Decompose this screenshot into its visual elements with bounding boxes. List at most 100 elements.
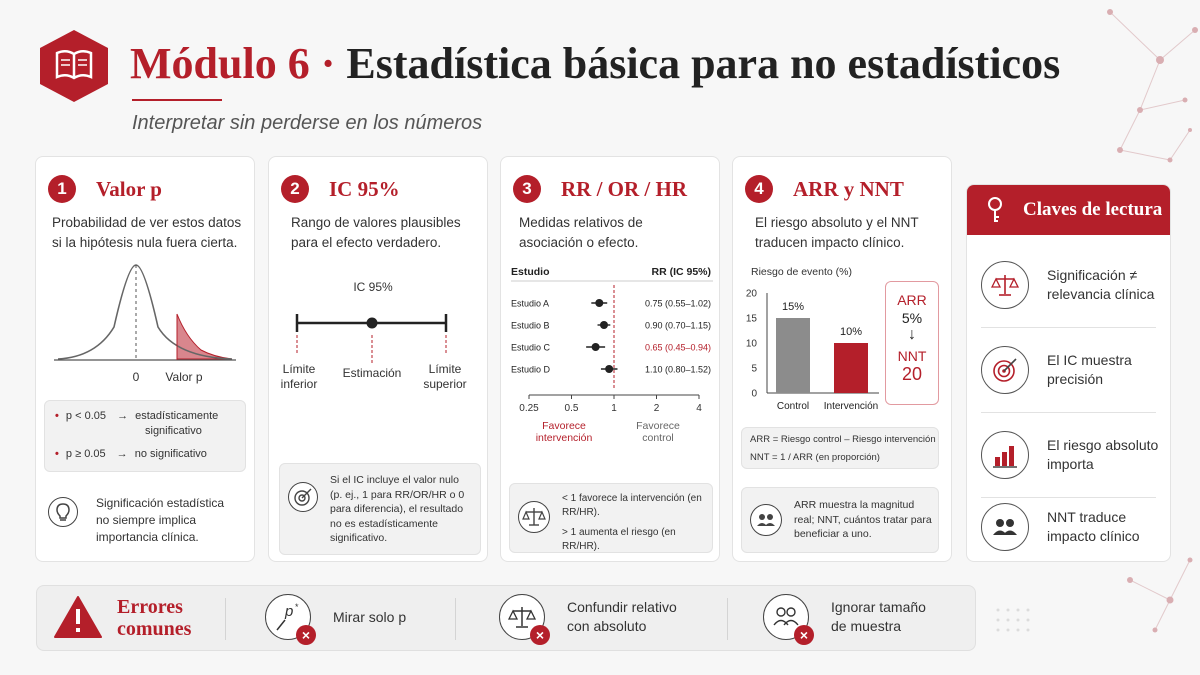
rule-arrow: → (117, 410, 129, 422)
rule-result: no significativo (134, 448, 207, 460)
category-label: Intervención (824, 401, 878, 412)
lower-label: Límite (283, 362, 316, 376)
error-text: Mirar solo p (333, 608, 407, 625)
arr-nnt-box: ARR 5% ↓ NNT 20 (885, 281, 939, 405)
arr-label: ARR (897, 292, 927, 308)
clave-item: El IC muestra precisión (967, 328, 1170, 412)
card-arr-nnt: 4 ARR y NNT El riesgo absoluto y el NNT … (732, 156, 952, 562)
arr-note-box: ARR muestra la magnitud real; NNT, cuánt… (741, 487, 939, 553)
y-tick-label: 20 (746, 289, 758, 300)
effect-point (605, 365, 614, 373)
forest-plot: Estudio RR (IC 95%) Estudio A 0.75 (0.55–… (511, 266, 713, 444)
x-mark-icon: × (530, 625, 550, 645)
col-effect-header: RR (IC 95%) (651, 266, 711, 278)
p-value-icon: p * × (265, 594, 316, 645)
card-title: Valor p (96, 176, 162, 201)
upper-label: Límite (429, 362, 462, 376)
study-name: Estudio C (511, 343, 551, 353)
favors-left-label: Favorece (542, 420, 586, 432)
card-description: El riesgo absoluto y el NNT traducen imp… (755, 215, 919, 250)
people-icon (750, 504, 782, 536)
favors-left-label: intervención (536, 432, 593, 444)
arr-arrow: ↓ (908, 326, 916, 343)
rule-result-cont: significativo (145, 425, 202, 437)
favors-right-label: Favorece (636, 420, 680, 432)
y-tick-label: 15 (746, 314, 758, 325)
axis-p-label: Valor p (165, 370, 202, 384)
effect-label: 0.75 (0.55–1.02) (645, 299, 711, 309)
card-number: 1 (48, 175, 76, 203)
estimate-label: Estimación (343, 366, 402, 380)
people-icon: × (763, 594, 814, 645)
page-title: Módulo 6 · Estadística básica para no es… (130, 38, 1060, 89)
y-tick-label: 0 (751, 389, 757, 400)
ci-label: IC 95% (353, 280, 393, 294)
effect-point (591, 343, 600, 351)
card-title: RR / OR / HR (561, 176, 687, 201)
module-badge (40, 30, 108, 102)
category-label: Control (777, 401, 809, 412)
rr-note-box: < 1 favorece la intervención (en RR/HR).… (509, 483, 713, 553)
study-name: Estudio D (511, 365, 551, 375)
formula-line: ARR = Riesgo control – Riesgo intervenci… (750, 434, 936, 445)
confidence-interval-diagram: IC 95% Límite inferior Estimación Límite… (281, 280, 467, 391)
error-text: Ignorar tamaño (831, 599, 926, 615)
x-tick-label: 0.25 (519, 403, 539, 414)
rr-note: > 1 aumenta el riesgo (en RR/HR). (562, 527, 676, 552)
target-icon (288, 482, 318, 512)
card-number: 2 (281, 175, 309, 203)
nnt-label: NNT (897, 348, 927, 364)
balance-scale-icon (981, 261, 1029, 309)
title-separator: · (320, 39, 336, 88)
p-rules-box: • p < 0.05 → estadísticamente significat… (44, 400, 246, 472)
effect-label: 1.10 (0.80–1.52) (645, 365, 711, 375)
x-tick-label: 2 (654, 403, 660, 414)
effect-point (599, 321, 608, 329)
card-description: Probabilidad de ver estos datos si la hi… (52, 215, 242, 250)
effect-label: 0.90 (0.70–1.15) (645, 321, 711, 331)
claves-header: Claves de lectura (967, 185, 1170, 235)
x-tick-label: 0.5 (565, 403, 579, 414)
effect-label: 0.65 (0.45–0.94) (645, 343, 711, 353)
clave-item: El riesgo absoluto importa (967, 413, 1170, 497)
rr-note: < 1 favorece la intervención (en RR/HR). (562, 493, 702, 518)
y-tick-label: 10 (746, 339, 758, 350)
target-icon (981, 346, 1029, 394)
chart-title: Riesgo de evento (%) (751, 266, 852, 278)
rule-arrow: → (116, 448, 128, 460)
effect-point (595, 299, 604, 307)
rule-condition: p < 0.05 (65, 410, 106, 422)
card-ic-95: 2 IC 95% Rango de valores plausibles par… (268, 156, 488, 562)
rule-result: estadísticamente (135, 410, 219, 422)
estimate-point (366, 317, 378, 329)
card-valor-p: 1 Valor p Probabilidad de ver estos dato… (35, 156, 255, 562)
card-number: 4 (745, 175, 773, 203)
bar (776, 318, 810, 393)
lower-label: inferior (281, 377, 318, 391)
claves-title: Claves de lectura (1023, 199, 1163, 220)
formula-box: ARR = Riesgo control – Riesgo intervenci… (741, 427, 939, 469)
balance-scale-icon (518, 501, 550, 533)
error-item: × Confundir relativo con absoluto (499, 594, 677, 645)
error-text: con absoluto (567, 618, 647, 634)
normal-curve-diagram: 0 Valor p (54, 264, 236, 384)
card-title: IC 95% (329, 176, 400, 201)
upper-label: superior (423, 377, 466, 391)
card-note: Si el IC incluye el valor nulo (p. ej., … (330, 474, 465, 544)
rule-condition: p ≥ 0.05 (65, 448, 106, 460)
title-text: Estadística básica para no estadísticos (346, 39, 1061, 88)
bar (834, 343, 868, 393)
error-item: × Ignorar tamaño de muestra (763, 594, 926, 645)
arr-value: 5% (901, 310, 923, 326)
svg-text:p: p (284, 603, 293, 620)
common-errors-bar: Errores comunes p * × Mirar solo p × (36, 585, 976, 651)
x-mark-icon: × (794, 625, 814, 645)
card-rr-or-hr: 3 RR / OR / HR Medidas relativos de asoc… (500, 156, 720, 562)
study-name: Estudio A (511, 299, 549, 309)
error-text: Confundir relativo (567, 599, 677, 615)
clave-item: NNT traduce impacto clínico (967, 485, 1170, 561)
lightbulb-icon (48, 497, 78, 527)
open-book-icon (55, 50, 93, 80)
favors-right-label: control (642, 432, 674, 444)
error-item: p * × Mirar solo p (265, 594, 407, 645)
